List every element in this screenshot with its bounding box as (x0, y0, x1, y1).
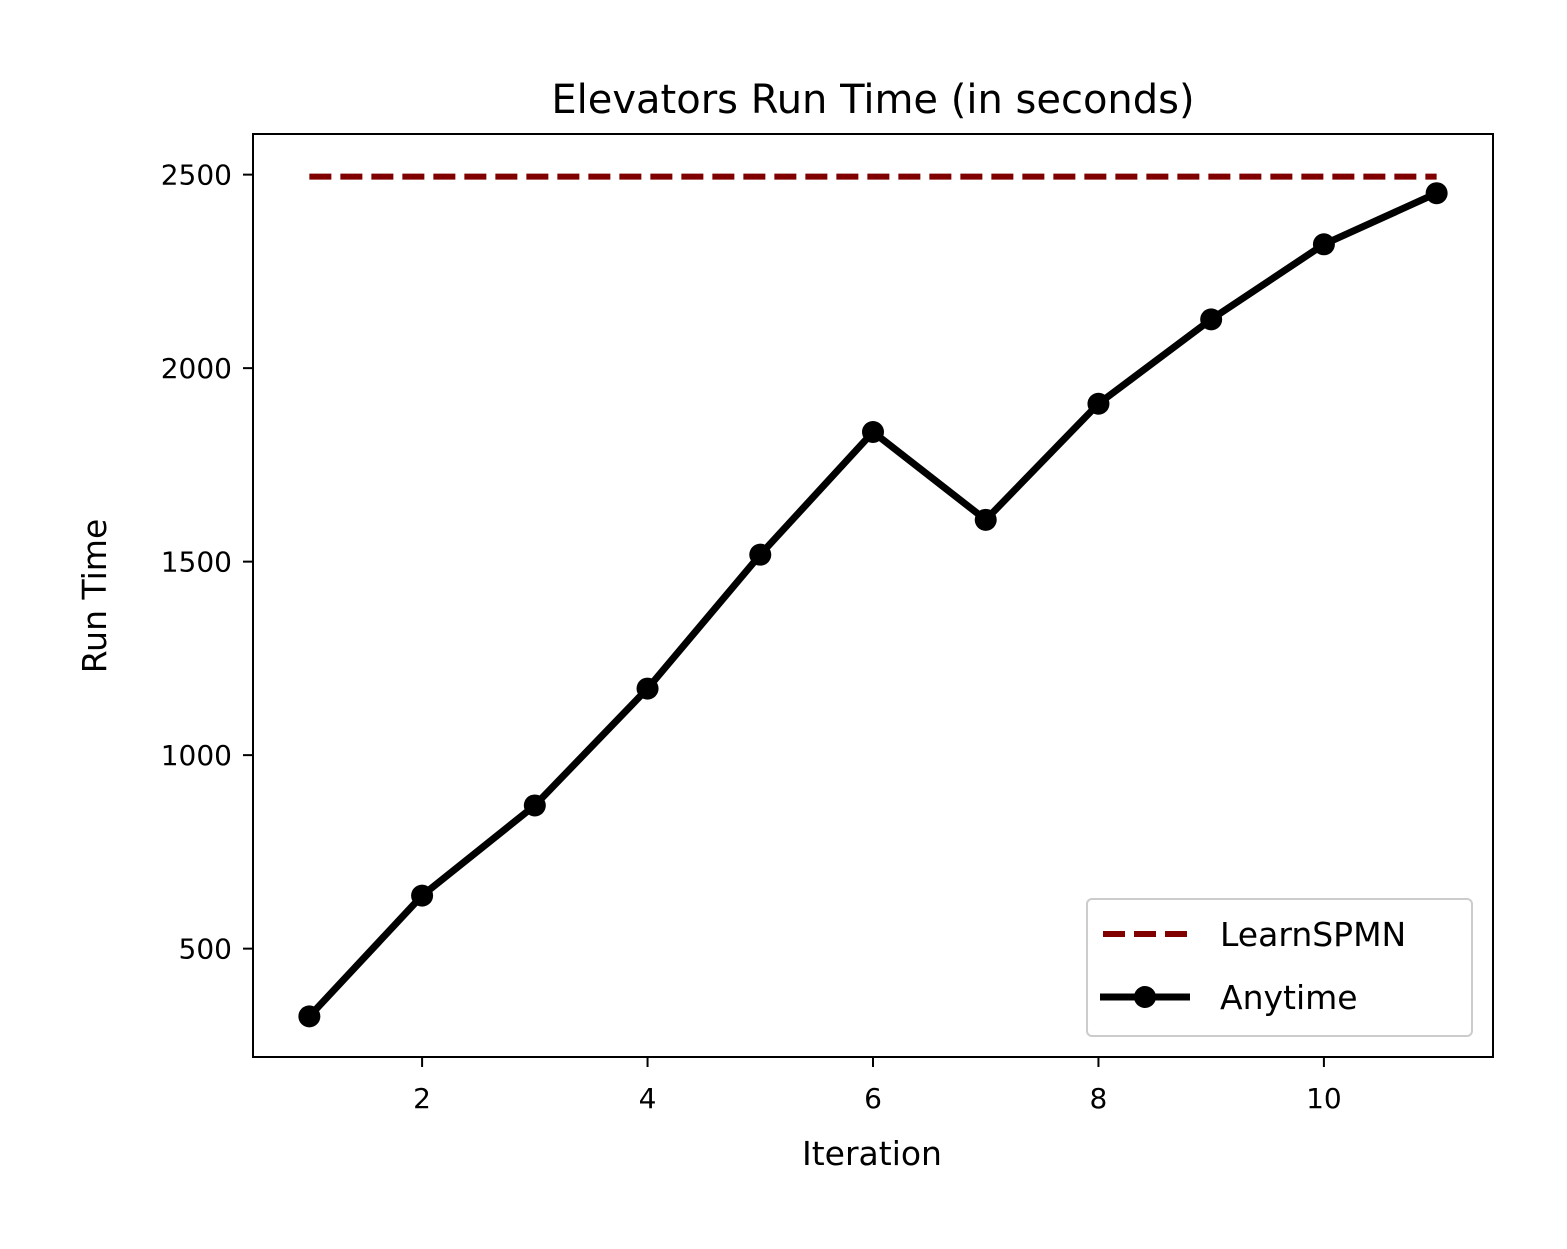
y-axis: 500 1000 1500 2000 2500 (161, 159, 253, 966)
legend-label-learnspmn: LearnSPMN (1220, 915, 1406, 954)
x-axis-label: Iteration (802, 1134, 942, 1173)
plot-area (298, 173, 1448, 1028)
anytime-point (298, 1005, 321, 1028)
anytime-point (749, 543, 772, 566)
x-axis: 2 4 6 8 10 (413, 1057, 1342, 1115)
legend-marker-anytime (1134, 986, 1156, 1008)
x-tick-label: 6 (864, 1082, 882, 1115)
legend-label-anytime: Anytime (1220, 978, 1358, 1017)
x-tick-label: 2 (413, 1082, 431, 1115)
anytime-point (1200, 308, 1223, 331)
anytime-point (1425, 182, 1448, 205)
anytime-point (974, 508, 997, 531)
anytime-point (523, 794, 546, 817)
y-tick-label: 2500 (161, 159, 232, 192)
y-tick-label: 1500 (161, 546, 232, 579)
x-tick-label: 4 (639, 1082, 657, 1115)
anytime-point (1087, 392, 1110, 415)
anytime-point (1312, 233, 1335, 256)
anytime-point (636, 677, 659, 700)
legend: LearnSPMN Anytime (1086, 898, 1473, 1037)
x-tick-label: 10 (1306, 1082, 1342, 1115)
anytime-point (411, 884, 434, 907)
y-tick-label: 1000 (161, 739, 232, 772)
chart-title: Elevators Run Time (in seconds) (551, 77, 1194, 123)
y-axis-label: Run Time (75, 519, 114, 674)
y-tick-label: 2000 (161, 352, 232, 385)
anytime-point (862, 420, 884, 443)
x-tick-label: 8 (1090, 1082, 1108, 1115)
y-tick-label: 500 (179, 933, 232, 966)
